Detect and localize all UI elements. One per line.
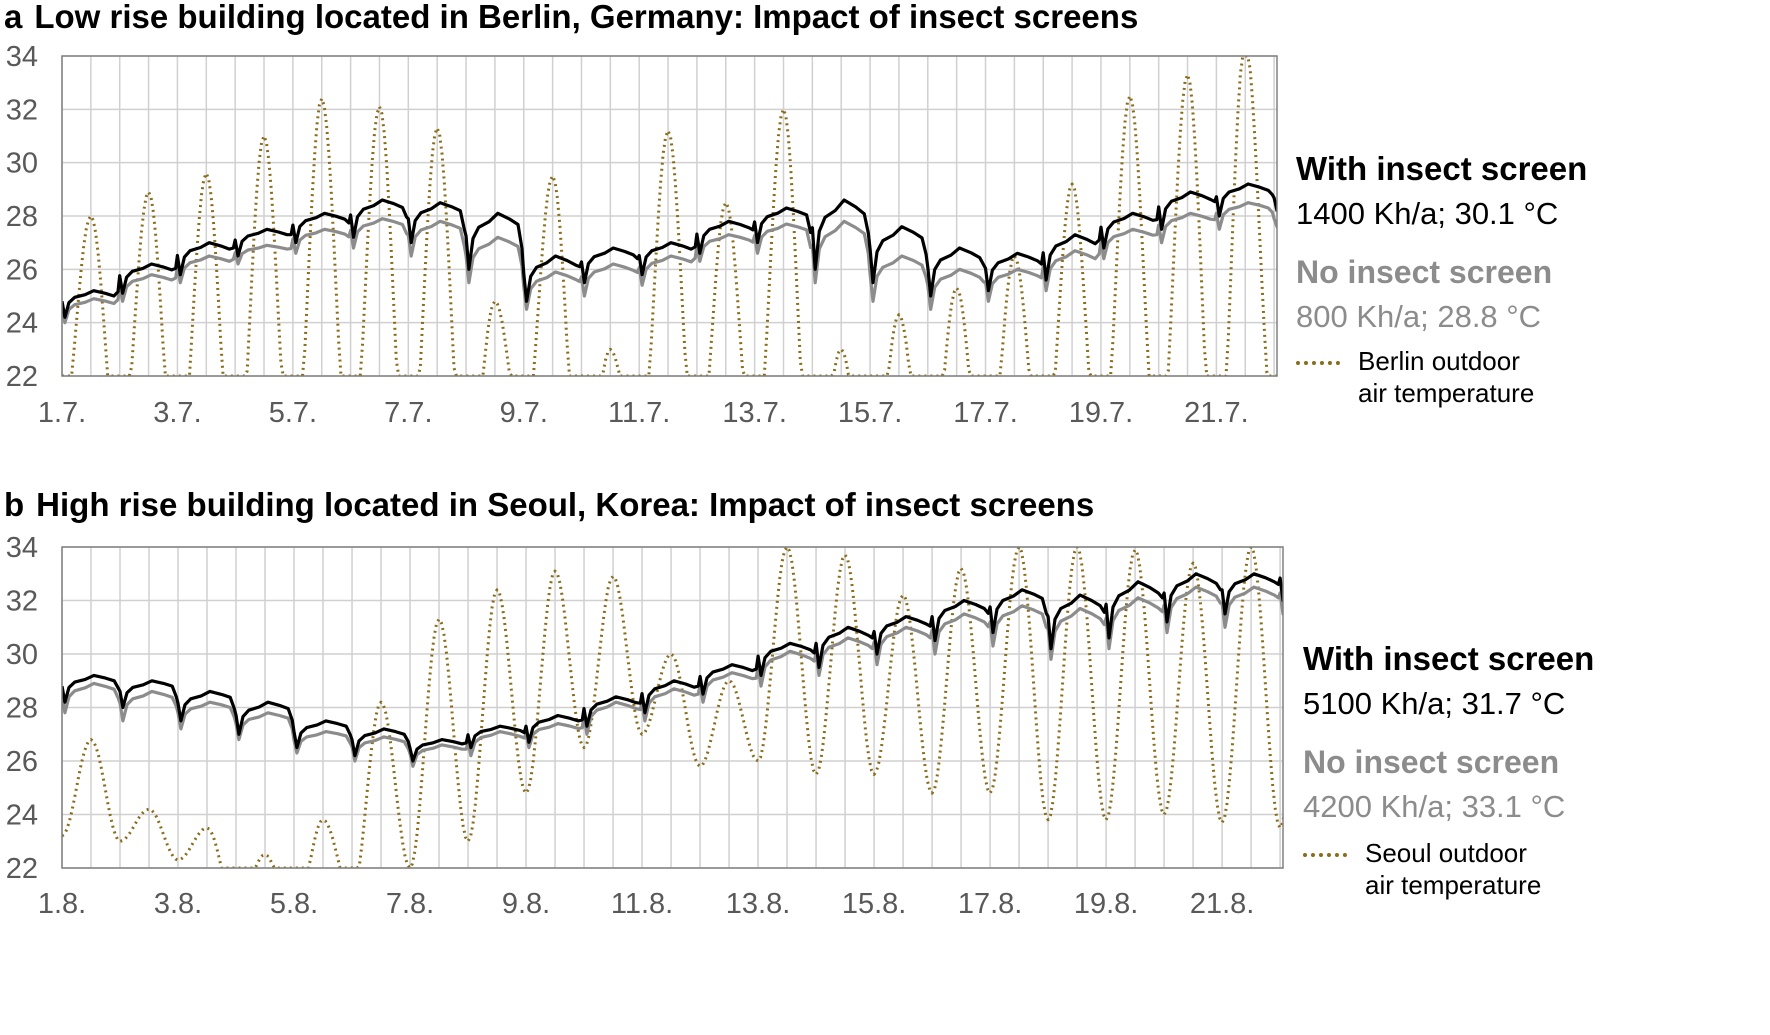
legend-outdoor: Berlin outdoor air temperature: [1296, 345, 1587, 409]
panel-a-title: a Low rise building located in Berlin, Ge…: [4, 0, 1138, 36]
x-tick-label: 9.7.: [500, 397, 548, 429]
legend-no-value: 800 Kh/a; 28.8 °C: [1296, 299, 1542, 334]
series-group: [62, 547, 1283, 868]
chart-b-svg: 22 24 26 28 30 32 34 1.8. 3.8. 5.8. 7.8. 9.8. 11.8. 1…: [6, 532, 1284, 920]
y-tick-label: 24: [6, 800, 38, 832]
x-tick-label: 19.8.: [1074, 888, 1139, 920]
y-tick-label: 22: [6, 361, 38, 393]
x-tick-label: 5.8.: [270, 888, 318, 920]
plot-frame: [61, 55, 1278, 377]
x-tick-label: 11.8.: [611, 888, 673, 920]
panel-b-title: b High rise building located in Seoul, Ko…: [4, 486, 1094, 524]
chart-title: Low rise building located in Berlin, Ger…: [34, 0, 1139, 35]
gridlines: [61, 55, 1277, 377]
x-tick-label: 13.7.: [722, 397, 787, 429]
legend-with-value: 5100 Kh/a; 31.7 °C: [1303, 686, 1566, 721]
panel-letter: a: [4, 0, 23, 35]
legend-b: With insect screen 5100 Kh/a; 31.7 °C No…: [1303, 640, 1594, 901]
x-tick-label: 21.8.: [1190, 888, 1255, 920]
series-group: [62, 56, 1277, 376]
panel-letter: b: [4, 486, 25, 523]
x-tick-label: 11.7.: [608, 397, 670, 429]
x-tick-label: 17.7.: [953, 397, 1018, 429]
x-tick-label: 3.7.: [153, 397, 201, 429]
gridlines: [61, 546, 1283, 869]
x-tick-label: 15.7.: [838, 397, 903, 429]
legend-no-label: No insect screen: [1296, 254, 1553, 290]
x-tick-label: 9.8.: [502, 888, 550, 920]
legend-outdoor-line1: Seoul outdoor: [1365, 838, 1527, 868]
panel-b: b High rise building located in Seoul, Ko…: [0, 486, 1770, 1035]
legend-outdoor-line2: air temperature: [1365, 870, 1542, 900]
x-tick-label: 3.8.: [154, 888, 202, 920]
x-tick-label: 7.8.: [386, 888, 434, 920]
y-tick-label: 30: [6, 639, 38, 671]
legend-a: With insect screen 1400 Kh/a; 30.1 °C No…: [1296, 150, 1587, 409]
y-tick-label: 30: [6, 148, 38, 180]
x-tick-label: 15.8.: [842, 888, 907, 920]
x-tick-label: 1.7.: [38, 397, 86, 429]
series-line-no-screen: [62, 201, 1277, 325]
x-tick-label: 5.7.: [269, 397, 317, 429]
x-tick-label: 13.8.: [726, 888, 791, 920]
y-tick-label: 24: [6, 308, 38, 340]
y-tick-label: 34: [6, 532, 38, 564]
y-tick-label: 28: [6, 201, 38, 233]
panel-a: a Low rise building located in Berlin, Ge…: [0, 0, 1770, 490]
series-line-with-screen: [62, 182, 1277, 319]
legend-with-value: 1400 Kh/a; 30.1 °C: [1296, 196, 1559, 231]
legend-outdoor-line1: Berlin outdoor: [1358, 346, 1520, 376]
x-tick-label: 17.8.: [958, 888, 1023, 920]
legend-outdoor-line2: air temperature: [1358, 378, 1535, 408]
legend-no-label: No insect screen: [1303, 744, 1560, 780]
series-line-no-screen: [62, 585, 1283, 768]
y-tick-label: 22: [6, 853, 38, 885]
legend-outdoor: Seoul outdoor air temperature: [1303, 837, 1594, 901]
chart-a-svg: 22 24 26 28 30 32 34 1.7. 3.7. 5.7. 7.7. 9.7. 11.7. 1…: [6, 41, 1278, 429]
series-line-with-screen: [62, 572, 1283, 763]
plot-frame: [61, 546, 1284, 869]
y-tick-label: 28: [6, 693, 38, 725]
y-tick-label: 26: [6, 746, 38, 778]
legend-no-value: 4200 Kh/a; 33.1 °C: [1303, 789, 1566, 824]
chart-title: High rise building located in Seoul, Kor…: [36, 486, 1095, 523]
x-tick-label: 7.7.: [384, 397, 432, 429]
x-tick-label: 19.7.: [1069, 397, 1134, 429]
legend-with-label: With insect screen: [1303, 640, 1595, 677]
y-tick-label: 32: [6, 94, 38, 126]
y-tick-label: 32: [6, 586, 38, 618]
y-tick-label: 34: [6, 41, 38, 73]
x-tick-label: 21.7.: [1184, 397, 1249, 429]
legend-outdoor-swatch: [1296, 361, 1340, 366]
x-tick-label: 1.8.: [38, 888, 86, 920]
y-tick-label: 26: [6, 254, 38, 286]
legend-with-label: With insect screen: [1296, 150, 1588, 187]
legend-outdoor-swatch: [1303, 853, 1347, 858]
